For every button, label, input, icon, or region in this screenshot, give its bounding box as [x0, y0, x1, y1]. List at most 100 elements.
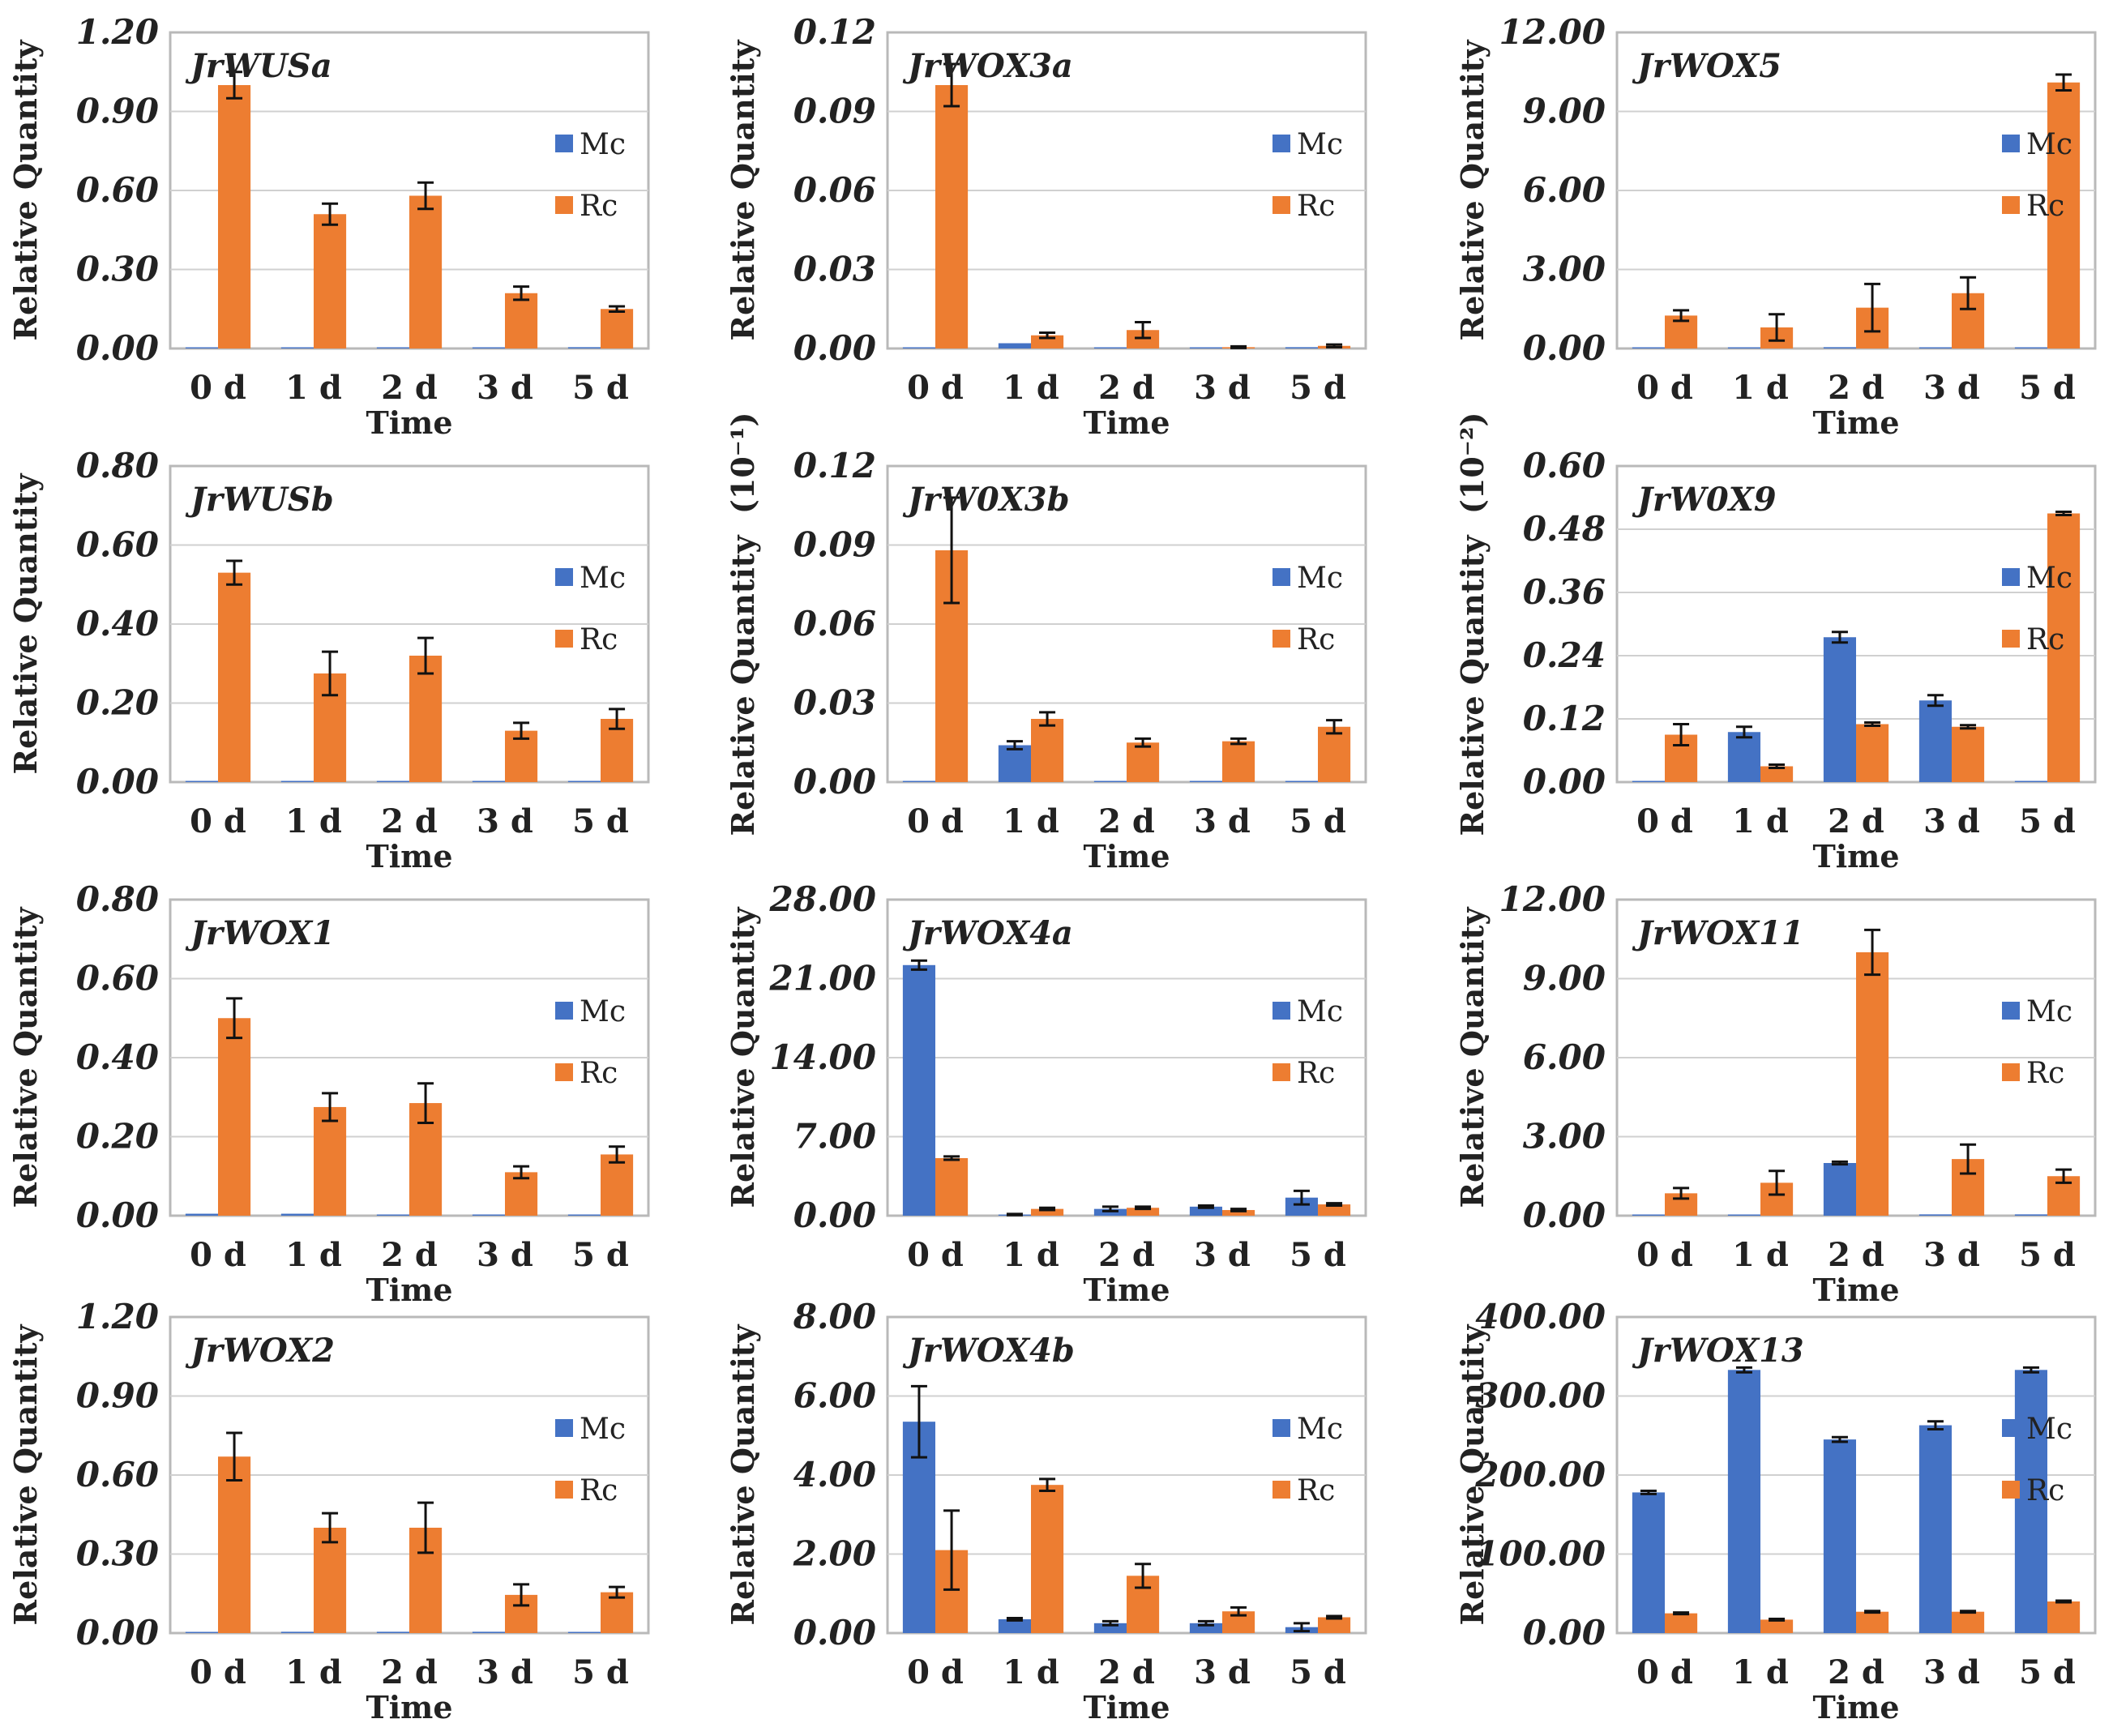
bar-rc-0d [1665, 1613, 1698, 1633]
bar-rc-3d [1952, 1611, 1985, 1633]
bar-mc-5d [567, 1631, 601, 1633]
bar-mc-2d [376, 347, 409, 348]
bar-mc-3d [1189, 1623, 1222, 1633]
y-tick-label: 0.06 [793, 170, 876, 210]
bar-mc-3d [472, 1214, 505, 1216]
bar-mc-3d [472, 347, 505, 348]
bar-mc-0d [902, 964, 935, 1216]
y-tick-label: 0.24 [1523, 635, 1606, 675]
legend-label-mc: Mc [2026, 562, 2072, 595]
x-tick-label: 5 d [572, 802, 629, 840]
chart-title: JrWUSa [185, 47, 332, 85]
chart-panel-12: 0.00 100.00 200.00 300.00 400.00 0 d 1 d 2 d 3 d… [1454, 1297, 2097, 1725]
x-tick-label: 2 d [1828, 1236, 1884, 1274]
error-bar [1960, 1610, 1977, 1614]
bar-mc-0d [1632, 1214, 1665, 1216]
legend-label-mc: Mc [1297, 128, 1343, 161]
error-bar [1135, 321, 1152, 340]
y-axis-label: Relative Quantity [1454, 40, 1491, 341]
legend-swatch-mc [2002, 568, 2020, 586]
y-tick-label: 0.03 [793, 250, 876, 289]
x-tick-label: 0 d [907, 802, 964, 840]
bar-mc-0d [1632, 1492, 1665, 1633]
bar-mc-1d [280, 1631, 314, 1633]
x-tick-label: 1 d [1732, 1653, 1789, 1691]
y-tick-label: 0.00 [1523, 1613, 1606, 1653]
bar-mc-3d [472, 780, 505, 782]
bar-rc-1d [1031, 719, 1064, 782]
x-tick-label: 3 d [1923, 369, 1980, 407]
x-tick-label: 1 d [1732, 369, 1789, 407]
y-tick-label: 14.00 [769, 1037, 876, 1077]
chart-title: JrWOX3a [902, 47, 1073, 85]
bar-rc-0d [218, 1018, 251, 1216]
legend-swatch-mc [555, 1002, 573, 1020]
error-bar [417, 1501, 434, 1554]
bar-rc-5d [2047, 82, 2081, 348]
error-bar [1960, 276, 1977, 310]
error-bar [513, 1165, 530, 1180]
bar-rc-0d [218, 85, 251, 348]
error-bar [609, 1145, 626, 1164]
error-bar [1864, 721, 1881, 727]
error-bar [1927, 694, 1944, 708]
error-bar [1960, 724, 1977, 730]
chart-title: JrWOX1 [185, 914, 335, 952]
legend-swatch-rc [555, 196, 573, 214]
bar-rc-2d [409, 195, 443, 348]
legend-swatch-rc [555, 1481, 573, 1499]
legend-swatch-rc [1273, 630, 1290, 648]
legend-label-mc: Mc [2026, 995, 2072, 1028]
legend-label-mc: Mc [580, 562, 626, 595]
error-bar [1640, 1490, 1657, 1495]
chart-title: JrWOX4a [902, 914, 1073, 952]
error-bar [226, 559, 243, 586]
y-tick-label: 0.06 [793, 604, 876, 644]
bar-rc-0d [935, 1157, 969, 1216]
x-tick-label: 5 d [572, 369, 629, 407]
y-tick-label: 12.00 [1499, 879, 1606, 919]
y-tick-label: 0.12 [1523, 699, 1606, 738]
legend-label-rc: Rc [580, 623, 618, 656]
legend-label-rc: Rc [1297, 1474, 1335, 1507]
x-tick-label: 1 d [1003, 1653, 1059, 1691]
y-tick-label: 6.00 [1523, 170, 1606, 210]
chart-title: JrW0X3b [902, 481, 1070, 519]
legend-swatch-mc [555, 568, 573, 586]
chart-panel-1: 0.00 0.30 0.60 0.90 1.20 0 d 1 d 2 d 3 d 5 d Time R… [7, 12, 650, 441]
error-bar [322, 650, 339, 697]
bar-mc-2d [376, 1631, 409, 1633]
error-bar [2055, 1599, 2072, 1604]
error-bar [1831, 631, 1848, 644]
x-axis-label: Time [1083, 838, 1170, 874]
bar-mc-2d [1093, 347, 1127, 348]
bar-mc-5d [2014, 1214, 2047, 1216]
chart-panel-11: 0.00 2.00 4.00 6.00 8.00 0 d 1 d 2 d 3 d 5 d Time R… [725, 1297, 1367, 1725]
error-bar [1039, 1477, 1056, 1492]
y-tick-label: 0.30 [76, 1534, 159, 1574]
chart-panel-9: 0.00 3.00 6.00 9.00 12.00 0 d 1 d 2 d 3 d 5 d Time… [1454, 879, 2097, 1308]
legend-label-rc: Rc [1297, 190, 1335, 223]
x-tick-label: 2 d [1098, 1236, 1155, 1274]
error-bar [1769, 1169, 1786, 1196]
error-bar [910, 1384, 927, 1459]
y-tick-label: 8.00 [793, 1297, 876, 1336]
y-tick-label: 0.20 [76, 683, 159, 723]
legend-label-rc: Rc [1297, 623, 1335, 656]
bar-rc-2d [1856, 952, 1889, 1216]
y-tick-label: 200.00 [1474, 1455, 1606, 1494]
x-tick-label: 2 d [381, 1653, 438, 1691]
error-bar [609, 305, 626, 313]
bar-mc-5d [1285, 347, 1318, 348]
x-tick-label: 0 d [1636, 1653, 1693, 1691]
x-axis-label: Time [1812, 1272, 1899, 1308]
legend-label-mc: Mc [1297, 562, 1343, 595]
bar-mc-1d [280, 1213, 314, 1216]
x-tick-label: 3 d [1194, 802, 1251, 840]
bar-mc-0d [185, 1213, 218, 1216]
y-tick-label: 3.00 [1523, 250, 1606, 289]
legend-swatch-rc [1273, 1481, 1290, 1499]
y-tick-label: 0.60 [76, 959, 159, 998]
x-tick-label: 3 d [477, 802, 533, 840]
legend-swatch-mc [555, 1419, 573, 1437]
